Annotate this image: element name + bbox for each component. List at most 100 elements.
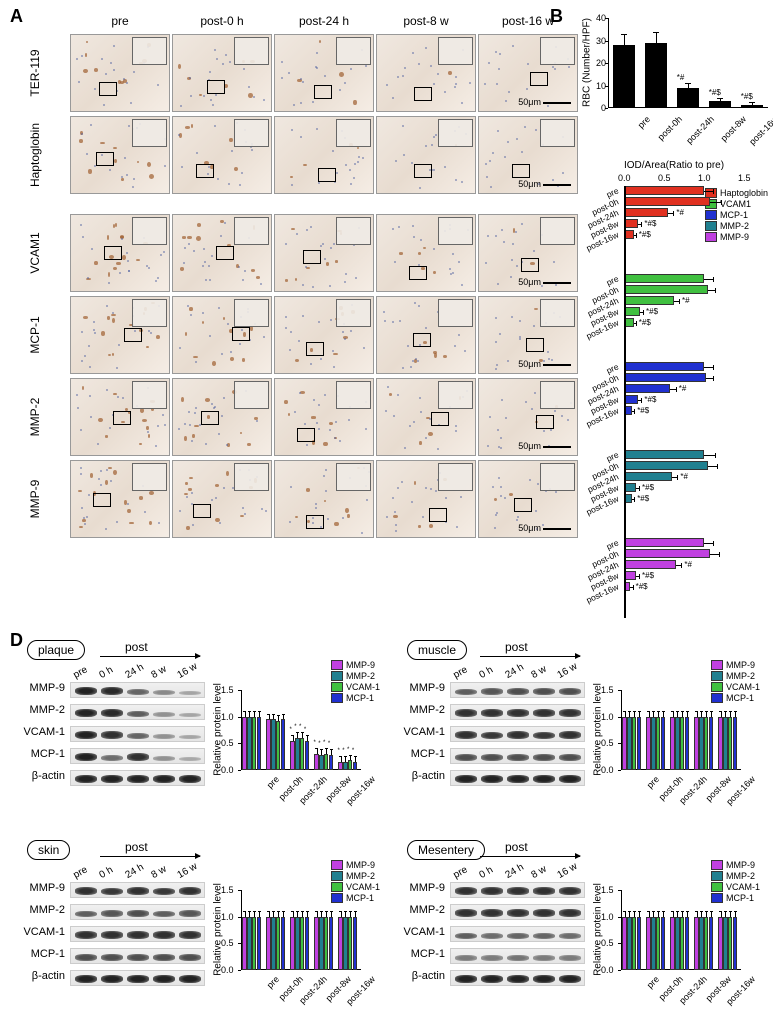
wb-band [481,909,503,917]
arrow-icon [100,656,200,657]
wb-post-label: post [505,840,528,854]
panel-c-bar [624,483,636,492]
wb-band [455,887,477,895]
wb-band [481,775,503,783]
ihc-image [376,214,476,292]
wb-chart-bar [300,917,304,970]
wb-chart-bar [670,917,674,970]
wb-protein-label: VCAM-1 [395,726,445,738]
wb-chart-bar [257,917,261,970]
wb-band [101,910,123,917]
wb-band [481,955,503,961]
panel-b-chart: 010203040RBC (Number/HPF)prepost-0h*#pos… [580,10,760,140]
wb-lane-label: 8 w [530,664,549,681]
wb-band [507,933,529,939]
wb-band [101,954,123,961]
wb-chart-bar [305,917,309,970]
panel-c-bar [624,285,708,294]
wb-lane-label: 16 w [176,861,200,881]
wb-protein-label: MMP-9 [15,682,65,694]
wb-lane-label: pre [452,664,470,681]
wb-band [101,687,123,695]
arrow-icon [480,856,580,857]
ihc-inset [234,217,269,245]
wb-band [75,753,97,761]
wb-band [153,756,175,761]
wb-band [153,954,175,961]
sig-marker: * [323,740,325,746]
ihc-image [70,116,170,194]
ihc-row-label: MMP-2 [28,377,42,457]
wb-band [559,975,581,983]
wb-band-row [70,726,205,742]
wb-band [533,955,555,961]
wb-chart-bar [685,917,689,970]
wb-chart-bar [632,717,636,770]
wb-chart-bar [348,760,352,770]
sig-marker: * [289,727,291,733]
wb-protein-label: MMP-2 [395,704,445,716]
ihc-inset [132,463,167,491]
wb-chart-bar [656,917,660,970]
ihc-inset [336,217,371,245]
wb-band-row [450,748,585,764]
wb-quant-chart: MMP-9MMP-2VCAM-1MCP-10.00.51.01.5Relativ… [593,870,768,1020]
wb-lane-label: 24 h [124,662,146,681]
ihc-col-header: post-0 h [172,14,272,28]
wb-band [533,754,555,761]
wb-band [507,775,529,783]
wb-post-label: post [125,640,148,654]
wb-band-row [450,704,585,720]
wb-band [507,887,529,895]
ihc-roi-box [413,333,431,347]
panel-c-bar [624,472,672,481]
wb-band [75,887,97,895]
ihc-inset [438,37,473,65]
wb-band [75,954,97,961]
wb-chart-bar [685,717,689,770]
ihc-col-header: post-24 h [274,14,374,28]
wb-chart-bar [675,717,679,770]
wb-protein-label: MCP-1 [395,948,445,960]
ihc-image [172,378,272,456]
wb-chart-bar [699,917,703,970]
wb-band [481,732,503,739]
panel-c-bar [624,538,704,547]
wb-band [75,931,97,939]
wb-band-row [70,926,205,942]
panel-c-bar [624,186,704,195]
wb-protein-label: MMP-2 [15,904,65,916]
panel-c-bar [624,362,704,371]
wb-chart-bar [656,717,660,770]
wb-lane-label: 16 w [556,861,580,881]
wb-chart-bar [266,917,270,970]
wb-protein-label: MMP-9 [395,682,445,694]
wb-band [559,754,581,761]
wb-chart-bar [627,917,631,970]
wb-chart-bar [247,917,251,970]
wb-chart-bar [252,917,256,970]
wb-band [127,775,149,783]
wb-chart-ylabel: Relative protein level [213,675,224,785]
wb-chart-bar [699,717,703,770]
wb-protein-label: MMP-2 [15,704,65,716]
ihc-roi-box [232,327,250,341]
ihc-image [376,460,476,538]
wb-band [179,735,201,739]
wb-band [507,909,529,917]
sig-marker: *#$ [639,318,651,327]
ihc-roi-box [104,246,122,260]
wb-chart-bar [718,917,722,970]
wb-band [75,775,97,783]
sig-marker: *# [677,73,685,82]
ihc-roi-box [306,515,324,529]
wb-band [127,910,149,917]
sig-marker: * [337,748,339,754]
wb-chart-bar [353,762,357,770]
ihc-roi-box [318,168,336,182]
wb-chart-bar [348,917,352,970]
ihc-image [376,34,476,112]
wb-protein-label: VCAM-1 [15,926,65,938]
wb-chart-bar [632,917,636,970]
ihc-inset [336,119,371,147]
